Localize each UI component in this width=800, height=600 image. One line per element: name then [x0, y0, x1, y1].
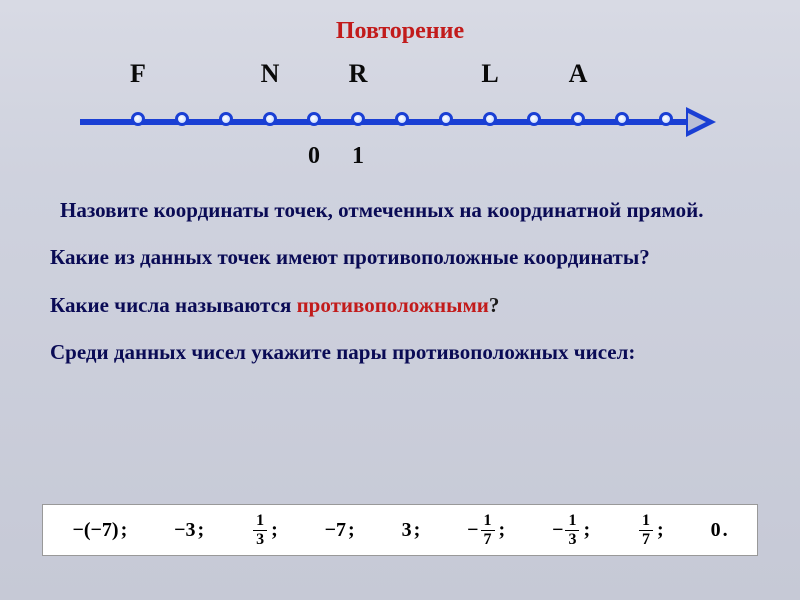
tick [395, 112, 409, 126]
number-item: −(−7); [72, 519, 127, 542]
tick [351, 112, 365, 126]
below-labels-row: 01 [80, 143, 720, 173]
q3-red-word: противоположными [297, 293, 489, 317]
number-item: −7; [325, 519, 355, 542]
number-line: FNRLA 01 [80, 59, 720, 189]
numbers-strip: −(−7); −3; 13; −7; 3; −17; −13; 17; 0. [42, 504, 758, 556]
point-label-R: R [349, 59, 368, 89]
tick [175, 112, 189, 126]
number-item: −3; [174, 519, 204, 542]
point-label-A: A [569, 59, 588, 89]
q3-prefix: Какие числа называются [50, 293, 297, 317]
number-item: 17; [637, 513, 664, 548]
tick [263, 112, 277, 126]
question-4: Среди данных чисел укажите пары противоп… [50, 339, 740, 366]
number-item: 0. [711, 519, 728, 542]
slide-title: Повторение [0, 18, 800, 45]
axis-label-0: 0 [308, 143, 320, 170]
number-item: 13; [251, 513, 278, 548]
tick [483, 112, 497, 126]
tick [615, 112, 629, 126]
tick [131, 112, 145, 126]
tick [439, 112, 453, 126]
tick [571, 112, 585, 126]
number-item: −17; [467, 513, 505, 548]
point-labels-row: FNRLA [80, 59, 720, 89]
axis-line [80, 119, 690, 125]
question-3: Какие числа называются противоположными? [50, 292, 740, 319]
tick [307, 112, 321, 126]
tick [659, 112, 673, 126]
content-block: Назовите координаты точек, отмеченных на… [0, 197, 800, 366]
axis [80, 107, 720, 139]
number-item: 3; [402, 519, 421, 542]
slide: Повторение FNRLA 01 Назовите координаты … [0, 0, 800, 600]
question-1: Назовите координаты точек, отмеченных на… [60, 197, 740, 224]
tick [527, 112, 541, 126]
point-label-F: F [130, 59, 146, 89]
tick [219, 112, 233, 126]
q3-question-mark: ? [489, 293, 500, 317]
point-label-N: N [261, 59, 280, 89]
question-2: Какие из данных точек имеют противополож… [50, 244, 740, 271]
point-label-L: L [481, 59, 498, 89]
arrow-head-inner [688, 113, 706, 131]
number-item: −13; [552, 513, 590, 548]
axis-label-1: 1 [352, 143, 364, 170]
